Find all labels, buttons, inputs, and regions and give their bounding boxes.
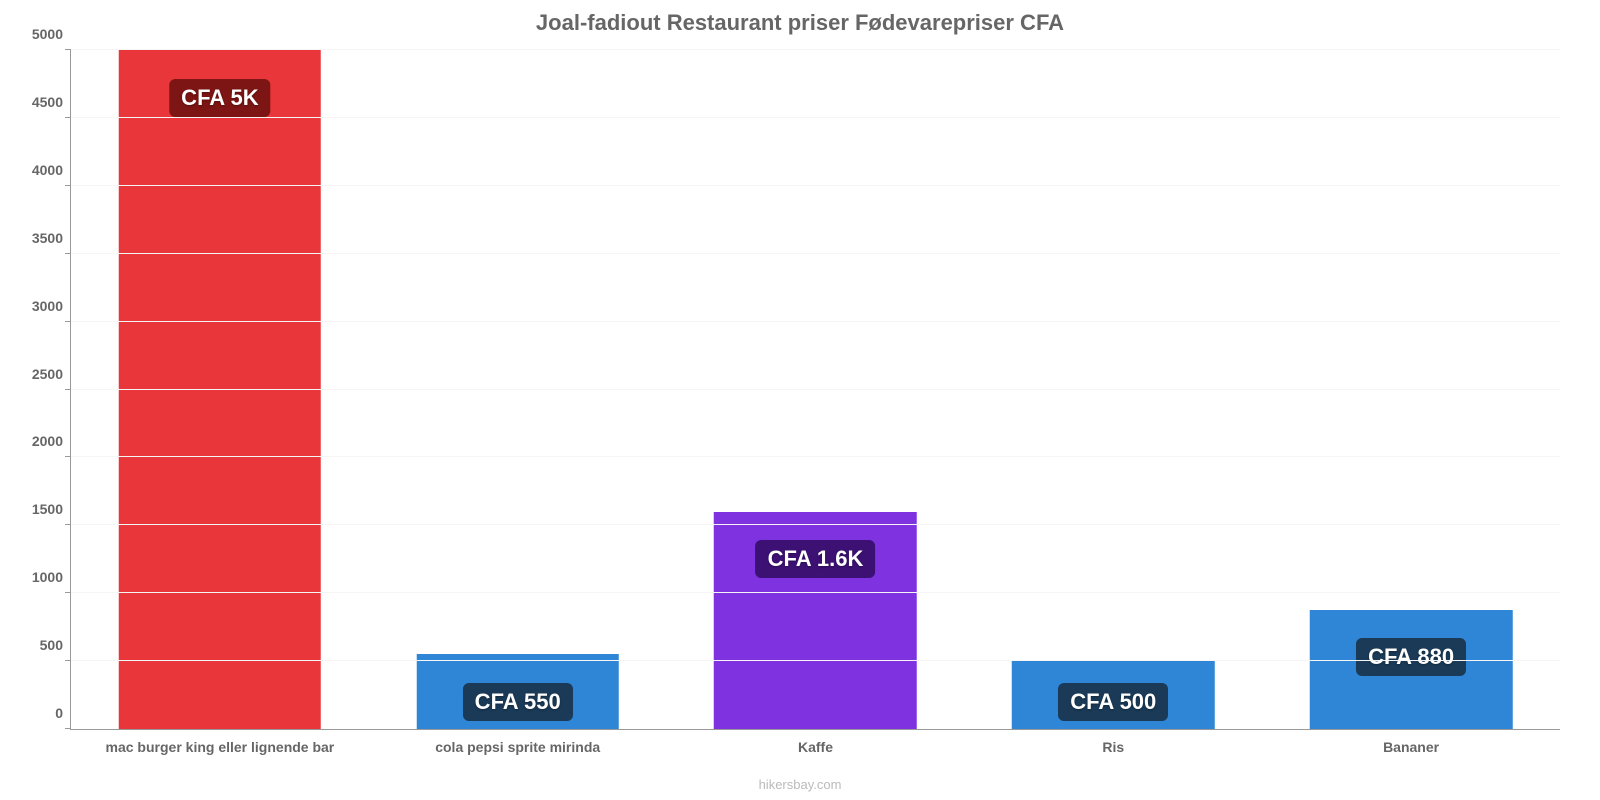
x-tick-label: mac burger king eller lignende bar: [106, 729, 335, 755]
y-tick-label: 1500: [32, 501, 71, 517]
bar-value-badge: CFA 500: [1058, 683, 1168, 721]
y-tick-mark: [65, 117, 71, 118]
x-tick-label: Bananer: [1383, 729, 1439, 755]
y-tick-label: 4500: [32, 94, 71, 110]
gridline: [71, 49, 1560, 50]
y-tick-label: 3500: [32, 230, 71, 246]
gridline: [71, 321, 1560, 322]
y-tick-mark: [65, 524, 71, 525]
gridline: [71, 253, 1560, 254]
bar-value-badge: CFA 880: [1356, 638, 1466, 676]
price-bar-chart: Joal-fadiout Restaurant priser Fødevarep…: [0, 0, 1600, 800]
gridline: [71, 660, 1560, 661]
y-tick-mark: [65, 592, 71, 593]
y-tick-mark: [65, 321, 71, 322]
bar-slot: CFA 5Kmac burger king eller lignende bar: [71, 50, 369, 729]
x-tick-label: Ris: [1102, 729, 1124, 755]
bar-value-badge: CFA 5K: [169, 79, 270, 117]
plot-area: CFA 5Kmac burger king eller lignende bar…: [70, 50, 1560, 730]
x-tick-label: cola pepsi sprite mirinda: [435, 729, 600, 755]
y-tick-label: 5000: [32, 26, 71, 42]
y-tick-label: 2500: [32, 366, 71, 382]
chart-title: Joal-fadiout Restaurant priser Fødevarep…: [0, 10, 1600, 36]
gridline: [71, 185, 1560, 186]
gridline: [71, 389, 1560, 390]
bar-value-badge: CFA 550: [463, 683, 573, 721]
bar-slot: CFA 550cola pepsi sprite mirinda: [369, 50, 667, 729]
y-tick-mark: [65, 185, 71, 186]
bar-value-badge: CFA 1.6K: [756, 540, 876, 578]
y-tick-mark: [65, 389, 71, 390]
y-tick-mark: [65, 660, 71, 661]
y-tick-mark: [65, 49, 71, 50]
y-tick-label: 3000: [32, 298, 71, 314]
y-tick-label: 500: [40, 637, 71, 653]
y-tick-mark: [65, 253, 71, 254]
y-tick-mark: [65, 456, 71, 457]
y-tick-mark: [65, 728, 71, 729]
bar: [119, 50, 322, 729]
gridline: [71, 117, 1560, 118]
footer-credit: hikersbay.com: [0, 777, 1600, 792]
y-tick-label: 0: [55, 705, 71, 721]
bar-slot: CFA 1.6KKaffe: [667, 50, 965, 729]
y-tick-label: 2000: [32, 433, 71, 449]
y-tick-label: 1000: [32, 569, 71, 585]
x-tick-label: Kaffe: [798, 729, 833, 755]
gridline: [71, 592, 1560, 593]
bars-row: CFA 5Kmac burger king eller lignende bar…: [71, 50, 1560, 729]
y-tick-label: 4000: [32, 162, 71, 178]
gridline: [71, 524, 1560, 525]
bar-slot: CFA 500Ris: [964, 50, 1262, 729]
gridline: [71, 456, 1560, 457]
bar-slot: CFA 880Bananer: [1262, 50, 1560, 729]
